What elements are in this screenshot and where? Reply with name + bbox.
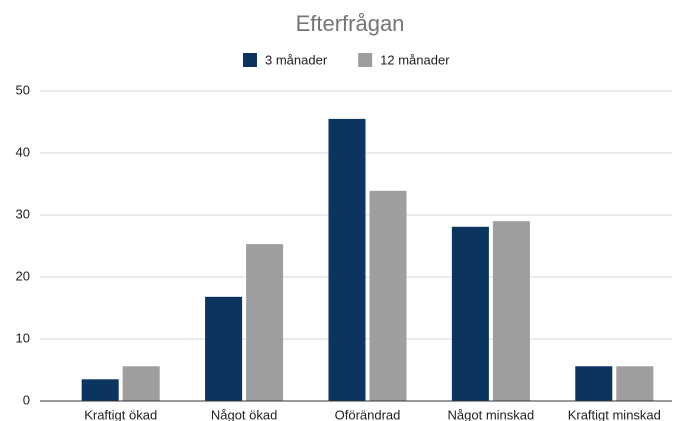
y-tick-label: 50 (16, 82, 30, 97)
bar (122, 366, 160, 401)
bar (81, 379, 119, 401)
legend-swatch (243, 53, 257, 67)
legend-label: 12 månader (380, 52, 450, 67)
y-tick-label: 10 (16, 330, 30, 345)
bar (246, 244, 284, 401)
x-tick-label: Något ökad (211, 407, 278, 421)
chart-title: Efterfrågan (296, 11, 405, 36)
y-tick-label: 20 (16, 268, 30, 283)
legend-swatch (358, 53, 373, 67)
y-tick-label: 30 (16, 206, 30, 221)
y-tick-label: 40 (16, 144, 30, 159)
bar (369, 190, 407, 401)
x-tick-label: Oförändrad (335, 407, 401, 421)
bar (575, 366, 613, 401)
bar (328, 118, 366, 402)
bar (492, 221, 530, 401)
bar (205, 296, 243, 401)
x-tick-label: Kraftigt ökad (84, 407, 157, 421)
bar (616, 366, 654, 401)
legend-label: 3 månader (265, 52, 328, 67)
x-tick-label: Kraftigt minskad (568, 407, 661, 421)
x-tick-label: Något minskad (448, 407, 535, 421)
bar (451, 226, 489, 401)
y-tick-label: 0 (23, 392, 30, 407)
